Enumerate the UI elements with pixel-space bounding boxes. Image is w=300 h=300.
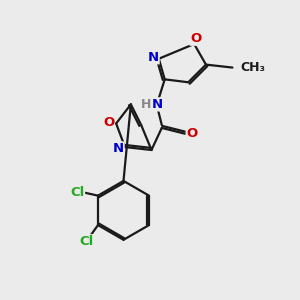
Text: N: N xyxy=(148,51,159,64)
Text: Cl: Cl xyxy=(79,235,93,248)
Text: O: O xyxy=(190,32,201,45)
Text: O: O xyxy=(103,116,114,128)
Text: N: N xyxy=(113,142,124,155)
Text: CH₃: CH₃ xyxy=(241,61,266,74)
Text: O: O xyxy=(186,127,197,140)
Text: H: H xyxy=(141,98,152,111)
Text: Cl: Cl xyxy=(70,186,85,199)
Text: N: N xyxy=(152,98,163,111)
